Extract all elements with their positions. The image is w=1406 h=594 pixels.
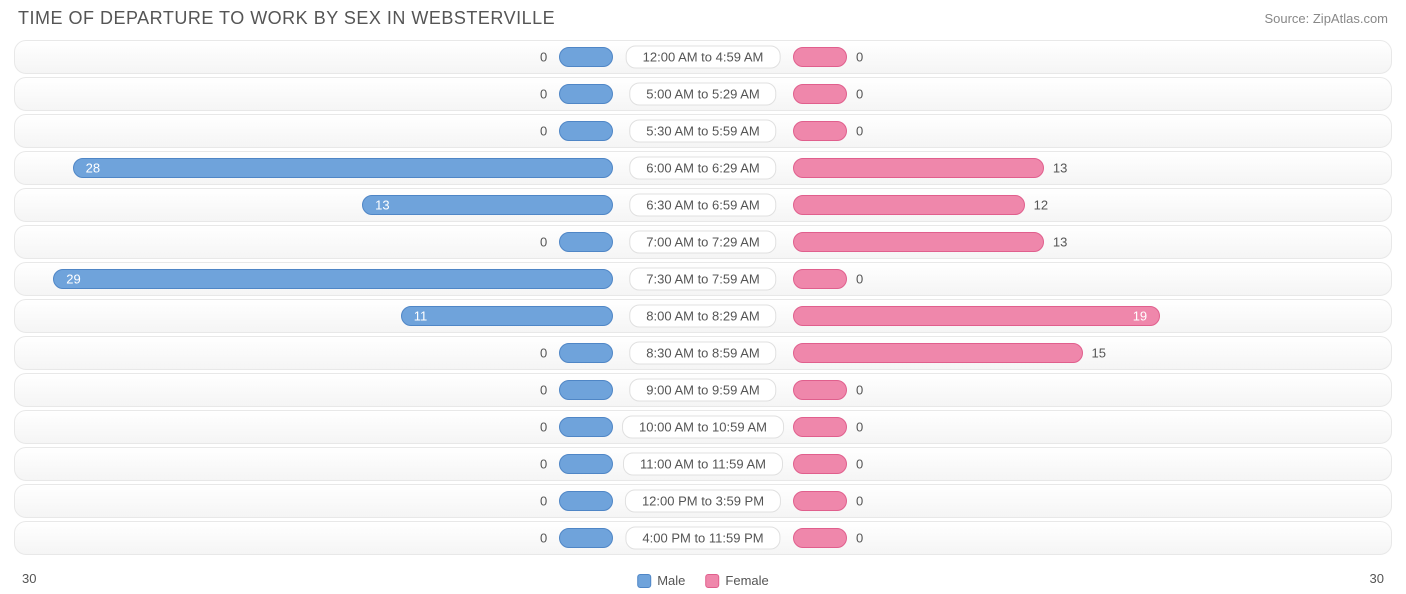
chart-row: 0 13 7:00 AM to 7:29 AM [14,225,1392,259]
row-category-label: 7:30 AM to 7:59 AM [629,268,776,291]
row-category-label: 9:00 AM to 9:59 AM [629,379,776,402]
female-value: 0 [856,87,863,102]
female-bar [793,491,847,511]
male-bar [559,380,613,400]
male-bar [559,84,613,104]
chart-row: 0 0 9:00 AM to 9:59 AM [14,373,1392,407]
chart-row: 0 0 5:30 AM to 5:59 AM [14,114,1392,148]
chart-row: 29 0 7:30 AM to 7:59 AM [14,262,1392,296]
row-category-label: 5:30 AM to 5:59 AM [629,120,776,143]
female-value: 0 [856,124,863,139]
legend-item: Male [637,573,685,588]
row-category-label: 11:00 AM to 11:59 AM [623,453,783,476]
female-value: 19 [1133,309,1147,324]
male-bar [559,121,613,141]
male-bar [559,343,613,363]
female-value: 0 [856,272,863,287]
chart-row: 28 13 6:00 AM to 6:29 AM [14,151,1392,185]
chart-row: 0 0 5:00 AM to 5:29 AM [14,77,1392,111]
chart-source: Source: ZipAtlas.com [1264,11,1388,26]
female-bar [793,528,847,548]
female-bar [793,47,847,67]
male-bar [559,232,613,252]
chart-row: 13 12 6:30 AM to 6:59 AM [14,188,1392,222]
male-bar [559,417,613,437]
chart-row: 11 19 8:00 AM to 8:29 AM [14,299,1392,333]
row-category-label: 5:00 AM to 5:29 AM [629,83,776,106]
female-bar [793,84,847,104]
female-value: 15 [1092,346,1106,361]
male-value: 13 [375,198,389,213]
female-bar [793,269,847,289]
male-value: 0 [540,420,547,435]
male-bar [559,528,613,548]
female-bar [793,232,1044,252]
female-bar [793,158,1044,178]
male-value: 0 [540,346,547,361]
male-value: 0 [540,124,547,139]
female-value: 0 [856,494,863,509]
male-bar [559,47,613,67]
legend-swatch [637,574,651,588]
row-category-label: 4:00 PM to 11:59 PM [625,527,780,550]
male-bar [362,195,613,215]
row-category-label: 8:00 AM to 8:29 AM [629,305,776,328]
row-category-label: 6:00 AM to 6:29 AM [629,157,776,180]
row-category-label: 7:00 AM to 7:29 AM [629,231,776,254]
chart-row: 0 0 12:00 AM to 4:59 AM [14,40,1392,74]
female-bar [793,306,1160,326]
female-value: 13 [1053,235,1067,250]
female-value: 12 [1034,198,1048,213]
row-category-label: 12:00 PM to 3:59 PM [625,490,781,513]
chart-row: 0 0 10:00 AM to 10:59 AM [14,410,1392,444]
row-category-label: 10:00 AM to 10:59 AM [622,416,784,439]
male-bar [559,454,613,474]
legend: Male Female [637,573,769,588]
female-value: 0 [856,457,863,472]
female-bar [793,380,847,400]
male-value: 29 [66,272,80,287]
chart-row: 0 0 4:00 PM to 11:59 PM [14,521,1392,555]
female-value: 0 [856,531,863,546]
male-value: 11 [414,309,428,324]
chart-header: TIME OF DEPARTURE TO WORK BY SEX IN WEBS… [0,0,1406,33]
axis-max-left: 30 [22,571,36,586]
male-value: 28 [86,161,100,176]
chart-footer: 30 Male Female 30 [14,566,1392,588]
male-bar [401,306,613,326]
legend-swatch [705,574,719,588]
chart-row: 0 15 8:30 AM to 8:59 AM [14,336,1392,370]
female-value: 13 [1053,161,1067,176]
female-value: 0 [856,420,863,435]
chart-title: TIME OF DEPARTURE TO WORK BY SEX IN WEBS… [18,8,555,29]
female-value: 0 [856,383,863,398]
row-category-label: 6:30 AM to 6:59 AM [629,194,776,217]
chart-row: 0 0 11:00 AM to 11:59 AM [14,447,1392,481]
male-bar [559,491,613,511]
legend-label: Male [657,573,685,588]
female-bar [793,195,1025,215]
row-category-label: 8:30 AM to 8:59 AM [629,342,776,365]
legend-label: Female [725,573,768,588]
male-value: 0 [540,87,547,102]
male-value: 0 [540,494,547,509]
male-bar [73,158,613,178]
female-bar [793,121,847,141]
row-category-label: 12:00 AM to 4:59 AM [626,46,781,69]
female-value: 0 [856,50,863,65]
axis-max-right: 30 [1370,571,1384,586]
male-value: 0 [540,531,547,546]
female-bar [793,343,1083,363]
female-bar [793,417,847,437]
chart-row: 0 0 12:00 PM to 3:59 PM [14,484,1392,518]
male-value: 0 [540,383,547,398]
chart-area: 0 0 12:00 AM to 4:59 AM 0 0 5:00 AM to 5:29 A… [14,40,1392,562]
male-value: 0 [540,235,547,250]
legend-item: Female [705,573,768,588]
male-value: 0 [540,457,547,472]
female-bar [793,454,847,474]
male-value: 0 [540,50,547,65]
male-bar [53,269,613,289]
